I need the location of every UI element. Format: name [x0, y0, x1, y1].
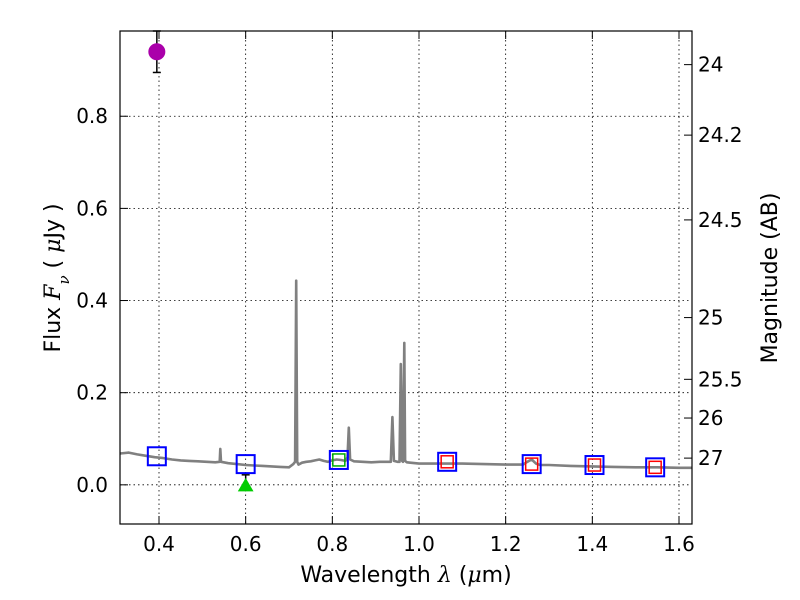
y2-tick-label: 26	[698, 406, 723, 430]
model-photometry-square	[584, 455, 605, 476]
x-axis-label: Wavelength λ (μm)	[300, 563, 511, 588]
x-tick-label: 1.2	[490, 532, 522, 556]
tick-marks	[120, 31, 692, 524]
model-photometry-square	[146, 446, 167, 467]
y-tick-label: 0.8	[76, 104, 108, 128]
y-tick-label: 0.4	[76, 289, 108, 313]
y-tick-label: 0.0	[76, 473, 108, 497]
model-spectrum-line	[119, 279, 692, 470]
grid-lines	[120, 31, 692, 524]
y-axis-label: Flux Fν ( μJy )	[41, 203, 73, 352]
model-photometry-square	[437, 451, 458, 472]
photometry-marker-layer	[146, 30, 666, 492]
y-tick-label: 0.2	[76, 381, 108, 405]
model-spectrum-layer	[119, 279, 692, 470]
model-photometry-inner-square	[648, 460, 662, 475]
model-photometry-inner-square	[440, 455, 454, 469]
x-tick-label: 1.0	[403, 532, 435, 556]
observed-upper-limit-triangle	[237, 477, 254, 492]
model-photometry-inner-square	[332, 453, 346, 467]
y2-tick-label: 25	[698, 306, 723, 330]
y2-tick-label: 27	[698, 446, 723, 470]
y2-tick-label: 24	[698, 53, 723, 77]
y2-tick-label: 24.5	[698, 208, 743, 232]
model-photometry-square	[645, 457, 666, 478]
x-tick-label: 0.8	[316, 532, 348, 556]
y-tick-label: 0.6	[76, 196, 108, 220]
axes-frame	[119, 30, 693, 525]
tick-label-layer: 0.4 0.6 0.8 1.0 1.2 1.4 1.6 0.0 0.2 0.4 0.6 0.8 24 24…	[76, 53, 742, 556]
y2-axis-label: Magnitude (AB)	[758, 193, 783, 364]
x-tick-label: 1.4	[576, 532, 608, 556]
y2-tick-label: 24.2	[698, 123, 743, 147]
x-tick-label: 0.6	[230, 532, 262, 556]
model-photometry-square	[521, 454, 542, 475]
observed-photometry-point	[148, 43, 166, 61]
model-photometry-inner-square	[587, 458, 602, 472]
x-tick-label: 1.6	[663, 532, 695, 556]
model-photometry-square	[235, 454, 256, 475]
model-photometry-inner-square	[524, 457, 539, 471]
model-photometry-square	[328, 449, 349, 470]
y2-tick-label: 25.5	[698, 367, 743, 391]
x-tick-label: 0.4	[143, 532, 175, 556]
